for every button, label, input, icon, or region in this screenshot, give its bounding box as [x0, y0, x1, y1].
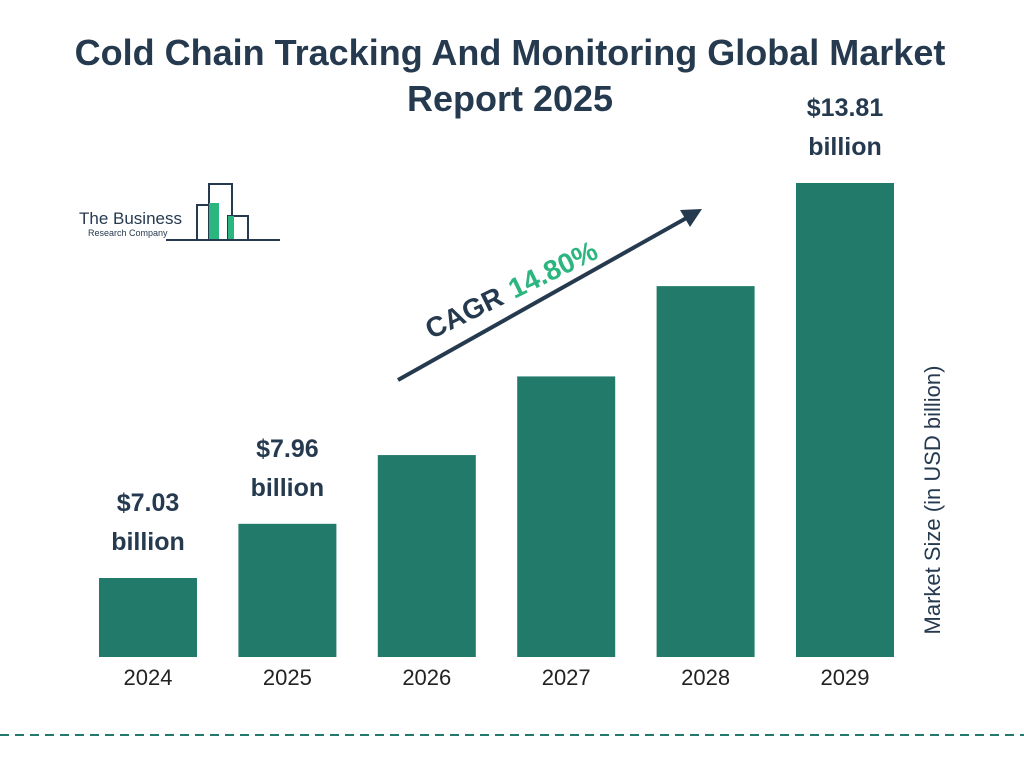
bar: [377, 455, 476, 657]
x-tick-label: 2028: [681, 665, 731, 690]
data-label: $7.03 billion: [111, 489, 185, 556]
x-tick-label: 2027: [541, 665, 591, 690]
cagr-label: CAGR: [420, 281, 508, 345]
logo-subtext: Research Company: [88, 228, 168, 238]
bar: [238, 523, 337, 657]
bar: [99, 578, 197, 657]
cagr-arrow: [397, 214, 691, 382]
cagr: CAGR 14.80%: [420, 235, 602, 345]
data-label: $13.81 billion: [806, 94, 884, 161]
x-tick-label: 2024: [123, 665, 173, 690]
cagr-arrowhead: [680, 209, 702, 227]
x-tick-label: 2026: [402, 665, 452, 690]
y-axis-label: Market Size (in USD billion): [920, 366, 945, 635]
data-label: $7.96 billion: [250, 434, 325, 502]
bar: [796, 183, 894, 657]
logo-text: The Business: [79, 209, 182, 228]
x-tick-label: 2029: [820, 665, 870, 690]
logo-mark: [166, 183, 280, 241]
x-tick-label: 2025: [262, 665, 312, 690]
bar: [656, 286, 755, 657]
chart-title: Cold Chain Tracking And Monitoring Globa…: [74, 32, 946, 119]
bar: [517, 376, 616, 657]
